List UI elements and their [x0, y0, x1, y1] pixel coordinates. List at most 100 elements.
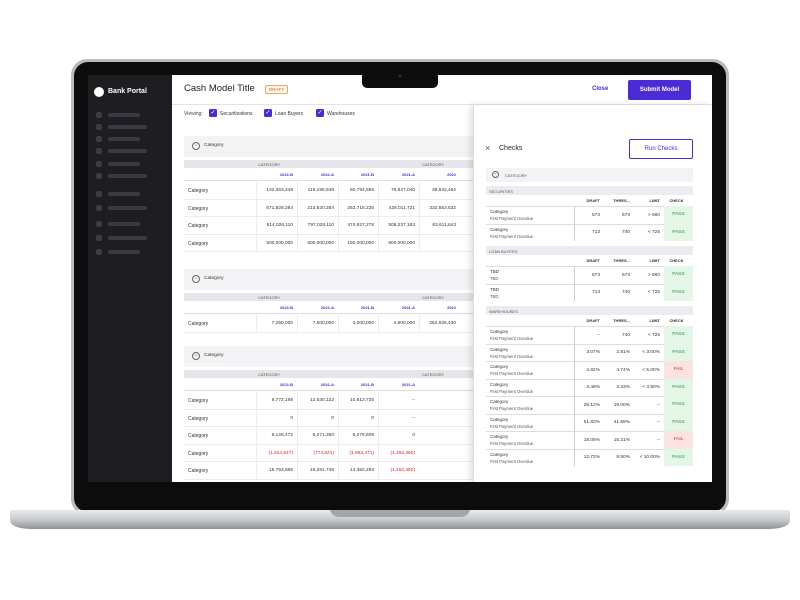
view-option[interactable]: Warehouses: [327, 111, 355, 117]
cell-border: [338, 182, 339, 200]
check-column-header: DRAFT: [586, 198, 600, 203]
row-label: Category: [188, 415, 209, 422]
table-cell: 63,611,643: [432, 223, 456, 228]
draft-badge: DRAFT: [265, 85, 288, 94]
cell-border: [378, 392, 379, 410]
table-cell: 474,827,278: [347, 223, 374, 228]
section-header: [184, 136, 474, 157]
view-option[interactable]: Securitizations: [220, 111, 253, 117]
section-title: Category: [204, 353, 224, 358]
table-cell: 10,812,725: [349, 398, 374, 403]
cell-border: [256, 234, 257, 252]
check-column-header: THRES...: [613, 258, 630, 263]
table-row: [184, 445, 474, 462]
sidebar: [88, 75, 172, 482]
table-row: [184, 462, 474, 480]
check-row-sublabel: First Payment Overdue: [490, 458, 534, 464]
view-option[interactable]: Loan Buyers: [275, 111, 304, 117]
submit-button[interactable]: Submit Model: [628, 80, 691, 100]
close-icon[interactable]: ×: [485, 143, 491, 153]
column-header: 2022-B: [279, 382, 293, 387]
check-row-sublabel: First Payment Overdue: [490, 406, 534, 411]
cell-border: [378, 409, 379, 427]
table-cell: 505,237,183: [388, 223, 415, 228]
cell-border: [378, 217, 379, 235]
collapse-icon[interactable]: −: [492, 171, 499, 178]
nav-item[interactable]: [108, 206, 147, 210]
column-header: 2022-A: [320, 305, 334, 310]
row-label: Category: [188, 468, 209, 474]
check-column-header: THRES...: [613, 318, 630, 323]
nav-item[interactable]: [108, 192, 140, 196]
check-row-sublabel: TBD: [490, 276, 499, 281]
cell-border: [256, 427, 257, 445]
cell-border: [574, 326, 575, 344]
nav-item[interactable]: [108, 250, 140, 254]
cell-border: [256, 409, 257, 427]
group-header: CATEGORY: [422, 294, 445, 300]
collapse-icon[interactable]: −: [192, 352, 200, 360]
nav-icon[interactable]: [96, 148, 102, 154]
cell-border: [574, 448, 575, 466]
table-cell: 0: [290, 415, 293, 421]
check-row: [486, 343, 693, 362]
table-row: [184, 200, 474, 217]
cell-border: [338, 315, 339, 333]
check-cell: < 10.00%: [639, 455, 660, 460]
nav-item[interactable]: [108, 162, 140, 166]
laptop-base: [10, 510, 790, 529]
check-cell: < 725: [647, 332, 660, 338]
cell-border: [574, 206, 575, 224]
cell-border: [574, 266, 575, 284]
check-row-sublabel: First Payment Overdue: [490, 423, 534, 429]
collapse-icon[interactable]: −: [192, 275, 200, 283]
nav-item[interactable]: [108, 174, 147, 178]
nav-icon[interactable]: [96, 249, 102, 255]
cell-border: [256, 199, 257, 217]
cell-border: [297, 199, 298, 217]
nav-item[interactable]: [108, 125, 147, 129]
nav-item[interactable]: [108, 236, 147, 240]
check-cell: < 5.00%: [642, 367, 660, 373]
nav-item[interactable]: [108, 137, 140, 141]
check-group-name: WAREHOUSES: [489, 308, 518, 314]
nav-item[interactable]: [108, 113, 140, 117]
check-row-label: TBD: [490, 269, 499, 274]
nav-icon[interactable]: [96, 191, 102, 197]
check-cell: 673: [591, 272, 600, 278]
nav-icon[interactable]: [96, 112, 102, 118]
nav-icon[interactable]: [96, 161, 102, 167]
column-header: 2021-A: [401, 305, 415, 310]
cell-border: [574, 378, 575, 396]
check-row-label: Category: [490, 416, 509, 422]
close-link[interactable]: Close: [592, 86, 609, 92]
view-checkbox[interactable]: ✓: [316, 109, 324, 117]
table-row: [184, 392, 474, 410]
nav-item[interactable]: [108, 222, 140, 226]
table-row: [184, 427, 474, 445]
table-cell: 0: [412, 433, 415, 438]
nav-icon[interactable]: [96, 124, 102, 130]
nav-item[interactable]: [108, 149, 147, 153]
column-header: 2022-B: [279, 172, 293, 177]
cell-border: [338, 462, 339, 480]
collapse-icon[interactable]: −: [192, 142, 200, 150]
section-header: [184, 346, 474, 367]
run-checks-button[interactable]: Run Checks: [629, 139, 693, 159]
check-cell: < 3.00%: [642, 350, 660, 355]
check-row-label: Category: [490, 364, 509, 369]
nav-icon[interactable]: [96, 205, 102, 211]
nav-icon[interactable]: [96, 173, 102, 179]
nav-icon[interactable]: [96, 235, 102, 241]
group-header-row: [184, 370, 474, 378]
view-checkbox[interactable]: ✓: [264, 109, 272, 117]
view-checkbox[interactable]: ✓: [209, 109, 217, 117]
check-cell: 740: [621, 332, 630, 338]
cell-border: [256, 217, 257, 235]
nav-icon[interactable]: [96, 221, 102, 227]
check-cell: > 660: [647, 272, 660, 278]
nav-icon[interactable]: [96, 136, 102, 142]
check-cell: 4.82%: [586, 367, 600, 373]
check-row: [486, 283, 693, 302]
